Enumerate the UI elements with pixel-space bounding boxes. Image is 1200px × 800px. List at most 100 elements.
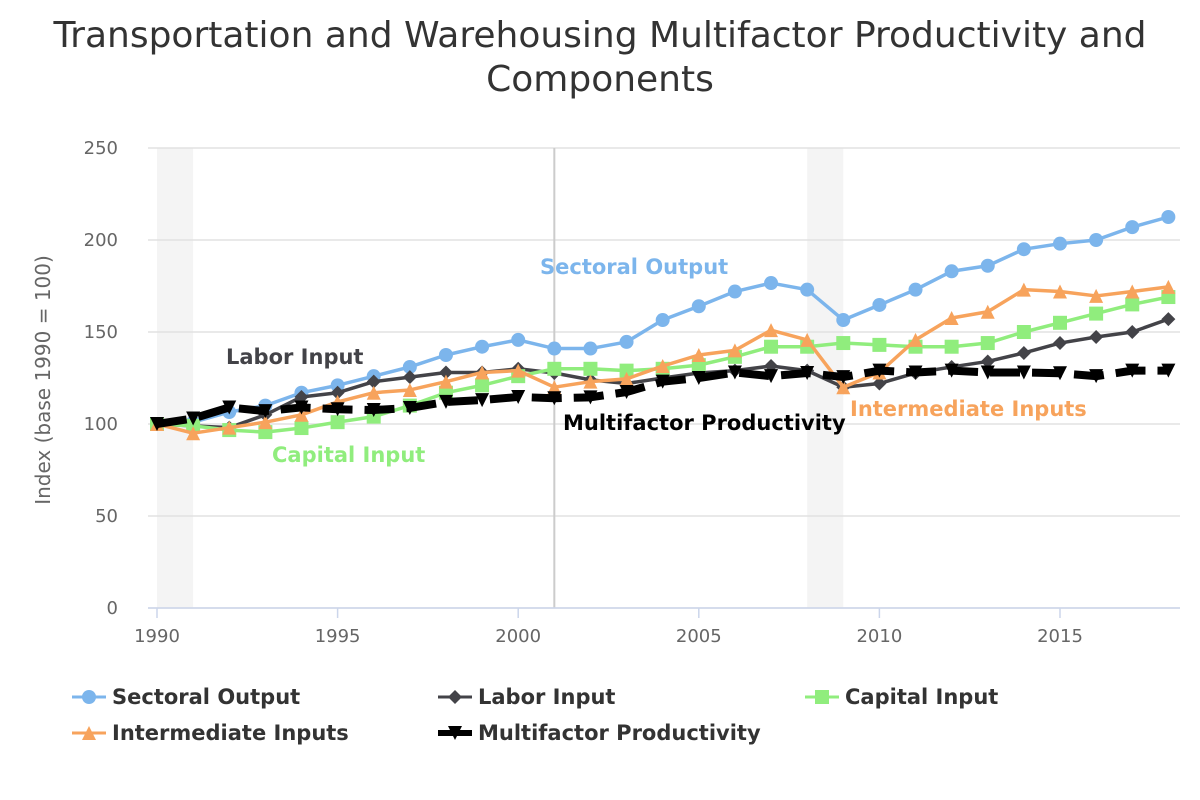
x-tick-label: 2005 [676,626,722,647]
data-point-1-20 [872,376,887,391]
y-tick-label: 250 [84,138,118,159]
data-point-4-15 [691,371,706,385]
x-tick-label: 1995 [315,626,361,647]
legend-item-label[interactable]: Intermediate Inputs [112,721,349,745]
data-point-3-16 [727,343,742,358]
data-point-0-20 [872,297,887,312]
series-annotation: Multifactor Productivity [563,411,846,435]
data-point-4-1 [186,411,201,426]
series-annotation: Intermediate Inputs [850,397,1087,421]
data-point-3-3 [258,415,273,430]
data-point-2-24 [1016,325,1031,339]
data-point-4-22 [944,363,959,378]
data-point-4-6 [366,403,381,418]
data-point-0-22 [944,264,959,279]
data-point-3-28 [1161,279,1176,294]
data-point-3-25 [1053,284,1067,299]
data-point-4-9 [475,393,490,408]
y-axis-title: Index (base 1990 = 100) [31,255,55,505]
legend-item-label[interactable]: Sectoral Output [112,685,300,709]
x-tick-label: 1990 [134,626,180,647]
data-point-2-1 [186,418,201,433]
data-point-0-28 [1161,210,1176,224]
data-point-3-21 [908,332,923,347]
y-tick-label: 100 [84,414,118,435]
data-point-4-24 [1016,365,1031,380]
data-point-3-15 [691,348,706,362]
legend-marker-2 [815,690,829,704]
data-point-4-28 [1161,363,1176,378]
data-point-2-26 [1089,306,1104,321]
data-point-4-19 [836,370,851,385]
data-point-3-6 [366,385,381,400]
data-point-4-17 [764,369,779,384]
legend-item-label[interactable]: Multifactor Productivity [478,721,761,745]
data-point-1-7 [402,370,417,385]
data-point-1-28 [1161,312,1176,327]
data-point-4-7 [402,400,417,415]
data-point-3-8 [438,374,453,389]
legend-marker-1 [448,690,462,704]
data-point-3-18 [800,332,815,347]
recession-band [157,148,194,608]
data-point-2-19 [836,336,851,351]
data-point-2-4 [294,421,309,436]
data-point-0-12 [583,341,598,356]
data-point-3-12 [583,374,598,389]
data-point-4-16 [727,365,742,380]
data-point-1-26 [1089,329,1104,344]
x-tick-label: 2015 [1037,626,1083,647]
data-point-3-17 [764,323,779,338]
data-point-3-22 [944,311,959,326]
data-point-4-26 [1089,369,1104,384]
y-tick-label: 0 [107,598,118,619]
data-point-0-11 [547,341,562,356]
data-point-0-7 [402,359,417,374]
data-point-0-16 [727,284,742,299]
data-point-0-25 [1053,236,1067,251]
data-point-3-1 [186,426,201,441]
data-point-3-23 [980,304,995,319]
data-point-0-14 [655,313,670,328]
data-point-4-18 [800,366,815,381]
data-point-4-0 [150,417,164,431]
data-point-2-17 [764,339,779,354]
data-point-0-19 [836,313,851,328]
data-point-0-5 [330,378,345,393]
data-point-4-4 [294,400,309,415]
data-point-2-27 [1125,297,1140,312]
data-point-2-25 [1053,315,1067,330]
data-point-1-23 [980,354,995,369]
legend-item-label[interactable]: Capital Input [845,685,998,709]
data-point-3-4 [294,407,309,422]
data-point-1-25 [1053,336,1067,351]
x-tick-label: 2000 [495,626,541,647]
data-point-3-7 [402,382,417,397]
data-point-0-24 [1016,242,1031,257]
data-point-4-12 [583,390,598,405]
data-point-4-10 [511,389,526,404]
data-point-3-10 [511,363,526,378]
data-point-3-26 [1089,288,1104,303]
data-point-0-21 [908,282,923,297]
series-annotation: Sectoral Output [540,255,728,279]
data-point-4-21 [908,365,923,380]
data-point-3-2 [222,420,237,435]
data-point-0-13 [619,334,634,349]
data-point-0-23 [980,258,995,273]
data-point-4-27 [1125,363,1140,378]
data-point-1-27 [1125,325,1140,339]
data-point-1-24 [1016,345,1031,360]
legend-item-label[interactable]: Labor Input [478,685,615,709]
data-point-3-13 [619,371,634,386]
data-point-4-14 [655,374,670,389]
data-point-3-11 [547,380,562,395]
chart-title: Transportation and Warehousing Multifact… [53,15,1147,100]
y-tick-label: 150 [84,322,118,343]
data-point-0-18 [800,282,815,297]
legend-marker-3 [82,726,96,740]
data-point-4-2 [222,400,237,415]
data-point-1-5 [330,385,345,400]
data-point-2-11 [547,361,562,376]
y-tick-label: 50 [95,506,118,527]
